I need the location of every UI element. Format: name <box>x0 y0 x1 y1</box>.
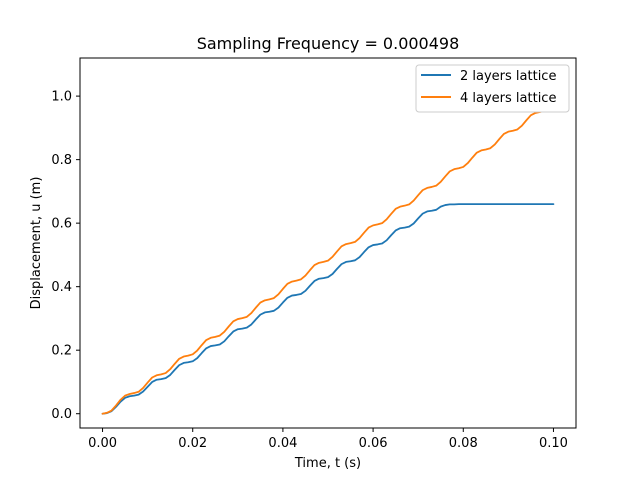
y-tick-label: 0.4 <box>51 280 72 295</box>
y-tick-label: 0.8 <box>51 153 72 168</box>
x-axis-label: Time, t (s) <box>294 456 361 471</box>
series-layer <box>101 100 555 415</box>
legend: 2 layers lattice 4 layers lattice <box>415 64 570 113</box>
legend-box <box>415 64 570 113</box>
x-tick-label: 0.00 <box>88 436 117 451</box>
x-tick-label: 0.04 <box>268 436 297 451</box>
x-tick-label: 0.06 <box>359 436 388 451</box>
y-axis-label: Displacement, u (m) <box>29 177 44 310</box>
chart-title: Sampling Frequency = 0.000498 <box>197 34 460 53</box>
x-axis: 0.00 0.02 0.04 0.06 0.08 0.10 <box>88 428 568 451</box>
y-axis: 0.0 0.2 0.4 0.6 0.8 1.0 <box>51 90 80 422</box>
y-tick-label: 1.0 <box>51 90 72 105</box>
y-tick-label: 0.2 <box>51 344 72 359</box>
legend-label-4-layers: 4 layers lattice <box>460 91 556 106</box>
legend-label-2-layers: 2 layers lattice <box>460 69 556 84</box>
plot-area <box>79 57 577 429</box>
axes-frame <box>79 57 577 429</box>
series-line-4-layers <box>101 100 555 415</box>
x-tick-label: 0.10 <box>539 436 568 451</box>
series-line-2-layers <box>101 203 555 415</box>
y-tick-label: 0.6 <box>51 217 72 232</box>
y-tick-label: 0.0 <box>51 407 72 422</box>
x-tick-label: 0.08 <box>449 436 478 451</box>
x-tick-label: 0.02 <box>178 436 207 451</box>
